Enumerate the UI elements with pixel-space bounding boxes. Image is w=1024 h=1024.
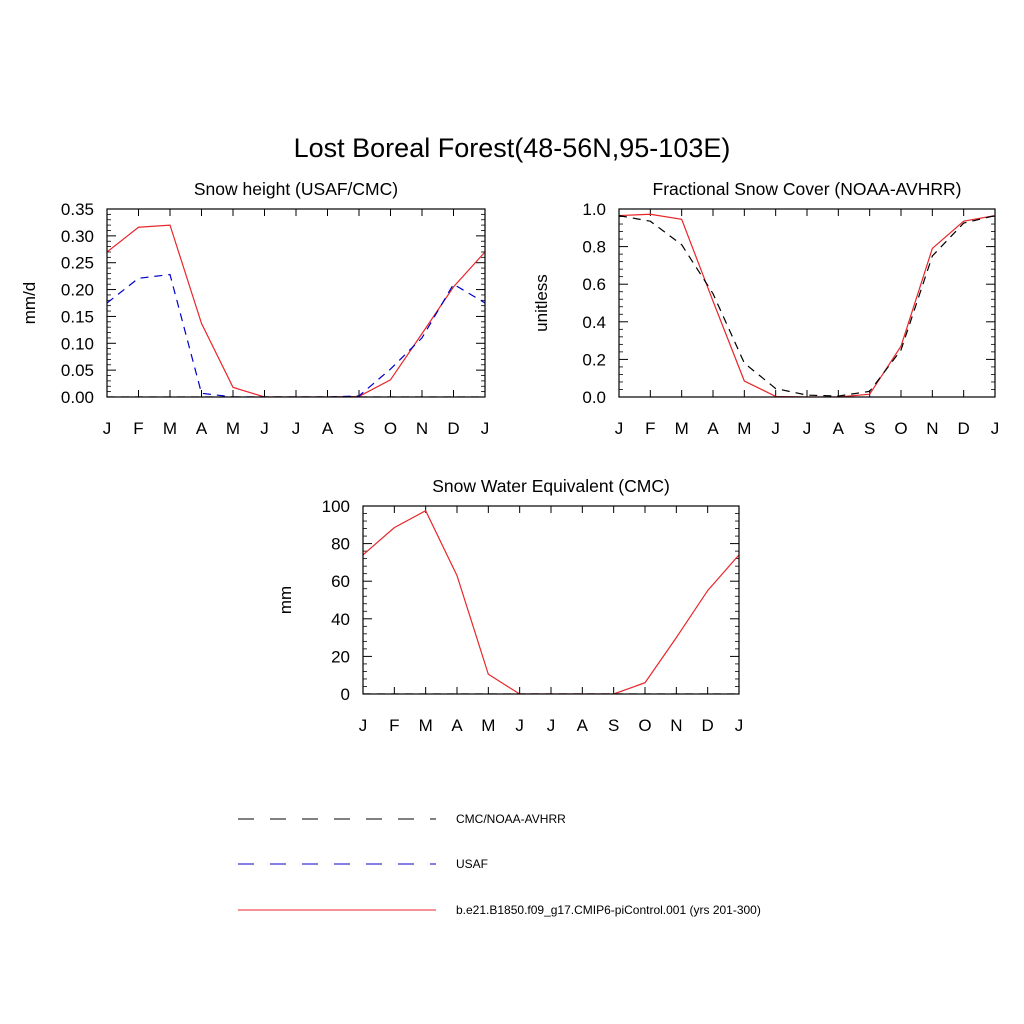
legend-label-usaf: USAF <box>456 857 488 871</box>
x-tick-label: O <box>638 716 651 735</box>
y-tick-label: 0.0 <box>582 388 606 407</box>
x-tick-label: M <box>419 716 433 735</box>
y-tick-label: 0.10 <box>61 334 94 353</box>
x-tick-label: A <box>451 716 463 735</box>
y-tick-label: 80 <box>331 535 350 554</box>
legend-label-model: b.e21.B1850.f09_g17.CMIP6-piControl.001 … <box>456 903 761 917</box>
series-line-snow-height-0 <box>107 224 485 397</box>
x-tick-label: S <box>608 716 619 735</box>
x-tick-label: M <box>163 419 177 438</box>
plot-frame-swe <box>362 505 740 695</box>
series-line-snow-cover-0 <box>619 213 995 397</box>
x-tick-label: M <box>481 716 495 735</box>
series-line-snow-cover-1 <box>619 214 995 397</box>
x-tick-label: J <box>515 716 524 735</box>
y-axis-label-snow-height: mm/d <box>20 282 39 325</box>
x-tick-label: A <box>577 716 589 735</box>
x-tick-label: J <box>803 419 812 438</box>
y-tick-label: 20 <box>331 647 350 666</box>
x-tick-label: D <box>958 419 970 438</box>
x-tick-label: S <box>864 419 875 438</box>
series-line-swe-0 <box>363 509 739 694</box>
y-tick-label: 60 <box>331 572 350 591</box>
legend-label-cmc: CMC/NOAA-AVHRR <box>456 812 566 826</box>
x-tick-label: D <box>702 716 714 735</box>
y-tick-label: 0.00 <box>61 388 94 407</box>
y-tick-label: 0.4 <box>582 313 606 332</box>
y-axis-label-swe: mm <box>276 586 295 614</box>
chart-snow-height: Snow height (USAF/CMC)mm/dJ F M A M J J A S O N D J0… <box>20 179 489 438</box>
y-tick-label: 0.30 <box>61 227 94 246</box>
x-tick-label: F <box>645 419 655 438</box>
y-tick-label: 0 <box>341 685 350 704</box>
page-title: Lost Boreal Forest(48-56N,95-103E) <box>294 133 731 163</box>
x-tick-label: F <box>133 419 143 438</box>
chart-title-snow-height: Snow height (USAF/CMC) <box>194 179 398 199</box>
x-tick-label: N <box>416 419 428 438</box>
x-tick-label: S <box>353 419 364 438</box>
x-tick-label: M <box>737 419 751 438</box>
chart-title-swe: Snow Water Equivalent (CMC) <box>432 476 670 496</box>
y-tick-label: 0.25 <box>61 254 94 273</box>
chart-fractional-snow-cover: Fractional Snow Cover (NOAA-AVHRR) unitle… <box>532 179 999 438</box>
series-line-snow-height-1 <box>107 273 485 397</box>
y-axis-label-snow-cover: unitless <box>532 274 551 332</box>
legend-entry-usaf: USAF <box>238 857 488 871</box>
chart-title-snow-cover: Fractional Snow Cover (NOAA-AVHRR) <box>653 179 962 199</box>
x-tick-label: A <box>707 419 719 438</box>
x-tick-label: N <box>926 419 938 438</box>
x-tick-label: D <box>447 419 459 438</box>
x-tick-label: N <box>670 716 682 735</box>
x-tick-label: J <box>260 419 269 438</box>
y-tick-label: 0.05 <box>61 361 94 380</box>
x-tick-label: A <box>833 419 845 438</box>
x-tick-label: J <box>481 419 490 438</box>
chart-snow-water-equivalent: Snow Water Equivalent (CMC)mmJ F M A M J J A S O N… <box>276 476 743 735</box>
x-tick-label: F <box>389 716 399 735</box>
x-tick-label: J <box>735 716 744 735</box>
x-tick-label: M <box>226 419 240 438</box>
y-tick-label: 100 <box>322 497 350 516</box>
y-tick-label: 0.8 <box>582 238 606 257</box>
x-tick-label: J <box>615 419 624 438</box>
x-tick-label: M <box>675 419 689 438</box>
x-tick-label: A <box>322 419 334 438</box>
plot-frame-snow-height <box>106 208 486 398</box>
legend: CMC/NOAA-AVHRR USAF b.e21.B1850.f09_g17.… <box>238 812 761 917</box>
y-tick-label: 0.20 <box>61 281 94 300</box>
y-tick-label: 40 <box>331 610 350 629</box>
y-tick-label: 1.0 <box>582 200 606 219</box>
legend-entry-model: b.e21.B1850.f09_g17.CMIP6-piControl.001 … <box>238 903 761 917</box>
y-tick-label: 0.35 <box>61 200 94 219</box>
y-tick-label: 0.15 <box>61 307 94 326</box>
x-tick-label: A <box>196 419 208 438</box>
x-tick-label: J <box>991 419 1000 438</box>
legend-entry-cmc: CMC/NOAA-AVHRR <box>238 812 566 826</box>
y-tick-label: 0.6 <box>582 275 606 294</box>
x-tick-label: J <box>359 716 368 735</box>
y-tick-label: 0.2 <box>582 350 606 369</box>
x-tick-label: J <box>547 716 556 735</box>
x-tick-label: J <box>103 419 112 438</box>
x-tick-label: J <box>771 419 780 438</box>
plot-frame-snow-cover <box>618 208 996 398</box>
x-tick-label: O <box>894 419 907 438</box>
x-tick-label: O <box>384 419 397 438</box>
x-tick-label: J <box>292 419 301 438</box>
